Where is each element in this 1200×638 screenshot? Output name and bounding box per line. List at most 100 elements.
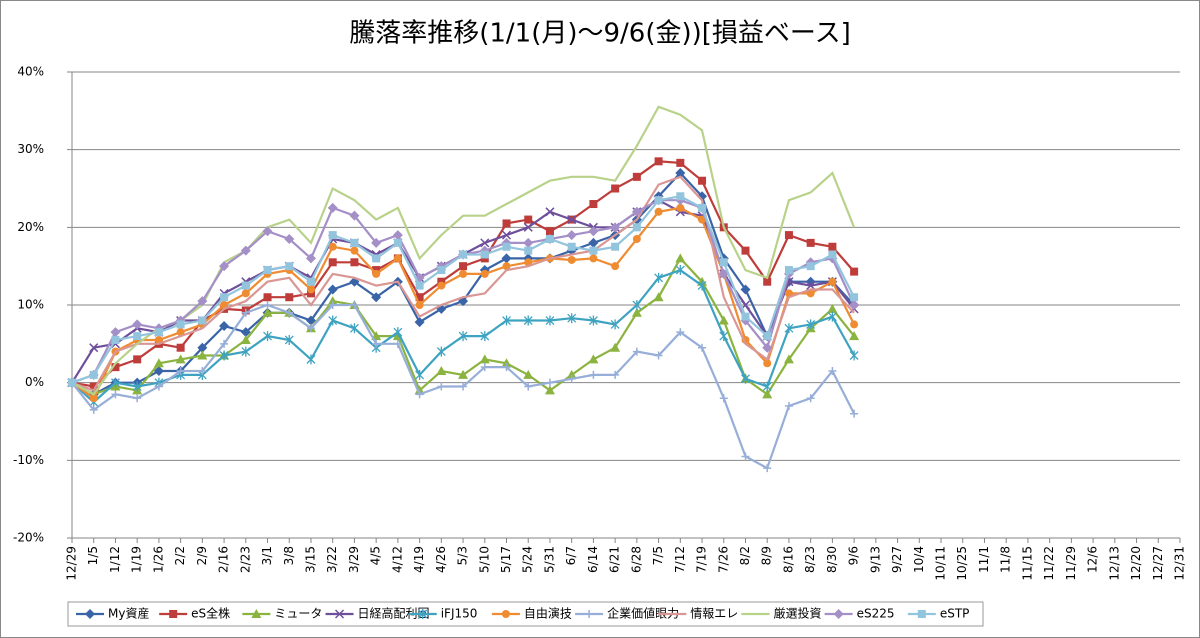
marker bbox=[524, 382, 533, 391]
x-tick-label: 12/13 bbox=[1107, 546, 1121, 581]
marker bbox=[459, 262, 468, 271]
marker bbox=[501, 358, 512, 368]
marker bbox=[350, 246, 359, 255]
marker bbox=[567, 215, 577, 225]
marker bbox=[849, 350, 859, 361]
marker bbox=[544, 385, 555, 395]
marker bbox=[763, 277, 772, 286]
marker bbox=[762, 342, 773, 353]
x-tick-label: 1/5 bbox=[86, 546, 100, 565]
marker bbox=[566, 230, 577, 241]
marker bbox=[917, 610, 926, 618]
marker bbox=[676, 192, 685, 201]
marker bbox=[545, 234, 554, 243]
x-tick-label: 1/19 bbox=[130, 546, 144, 573]
marker bbox=[850, 293, 859, 302]
marker bbox=[284, 334, 294, 345]
legend-label: 日経高配利回 bbox=[358, 606, 430, 621]
marker bbox=[828, 367, 837, 376]
x-tick-label: 11/1 bbox=[977, 546, 991, 573]
marker bbox=[654, 196, 663, 205]
marker bbox=[175, 354, 186, 364]
marker bbox=[197, 296, 208, 307]
marker bbox=[350, 301, 359, 309]
marker bbox=[89, 343, 99, 353]
marker bbox=[828, 242, 837, 251]
series bbox=[68, 192, 859, 387]
marker bbox=[111, 363, 120, 372]
x-tick-label: 12/6 bbox=[1086, 546, 1100, 573]
marker bbox=[328, 315, 338, 326]
x-tick-label: 12/20 bbox=[1129, 546, 1143, 581]
x-tick-label: 9/27 bbox=[890, 546, 904, 573]
marker bbox=[306, 277, 315, 286]
x-tick-label: 7/5 bbox=[651, 546, 665, 565]
marker bbox=[85, 609, 95, 619]
marker bbox=[523, 369, 534, 379]
marker bbox=[567, 255, 576, 264]
marker bbox=[806, 319, 816, 330]
marker bbox=[263, 331, 272, 342]
marker bbox=[133, 332, 142, 341]
marker bbox=[415, 301, 424, 309]
marker bbox=[480, 363, 489, 372]
marker bbox=[437, 266, 446, 275]
marker bbox=[632, 300, 642, 310]
marker bbox=[262, 307, 273, 317]
marker bbox=[610, 319, 620, 330]
marker bbox=[501, 253, 512, 264]
x-tick-label: 7/26 bbox=[716, 546, 730, 573]
marker bbox=[718, 315, 729, 325]
marker bbox=[305, 315, 316, 326]
marker bbox=[110, 327, 121, 338]
x-tick-label: 5/10 bbox=[477, 546, 491, 573]
x-tick-label: 11/29 bbox=[1064, 546, 1078, 581]
marker bbox=[198, 367, 207, 376]
y-tick-label: -10% bbox=[13, 453, 44, 467]
x-tick-label: 8/23 bbox=[803, 546, 817, 573]
marker bbox=[219, 320, 230, 331]
y-tick-label: 30% bbox=[17, 142, 44, 156]
x-tick-label: 4/12 bbox=[390, 546, 404, 573]
x-tick-label: 9/6 bbox=[847, 546, 861, 565]
y-tick-label: 20% bbox=[17, 220, 44, 234]
legend-label: eSTP bbox=[940, 607, 970, 621]
marker bbox=[197, 342, 208, 353]
legend-label: 企業価値眼力 bbox=[607, 606, 679, 621]
legend-label: My資産 bbox=[108, 606, 149, 621]
marker bbox=[698, 176, 707, 185]
marker bbox=[524, 215, 533, 224]
marker bbox=[524, 258, 533, 267]
marker bbox=[632, 223, 641, 232]
marker bbox=[545, 227, 554, 236]
x-tick-label: 11/22 bbox=[1042, 546, 1056, 581]
marker bbox=[154, 328, 163, 337]
marker bbox=[220, 301, 229, 309]
marker bbox=[415, 293, 424, 302]
marker bbox=[741, 312, 750, 321]
marker bbox=[502, 219, 511, 228]
marker bbox=[654, 351, 663, 360]
marker bbox=[545, 378, 554, 387]
marker bbox=[762, 381, 772, 392]
marker bbox=[676, 203, 685, 212]
marker bbox=[335, 609, 345, 619]
marker bbox=[833, 609, 844, 619]
marker bbox=[418, 609, 428, 619]
marker bbox=[480, 250, 489, 259]
x-tick-label: 12/27 bbox=[1151, 546, 1165, 581]
x-tick-label: 2/23 bbox=[238, 546, 252, 573]
marker bbox=[372, 269, 381, 278]
marker bbox=[169, 610, 178, 618]
legend-label: 情報エレ bbox=[690, 607, 738, 621]
x-tick-label: 8/16 bbox=[781, 546, 795, 573]
marker bbox=[328, 301, 337, 309]
marker bbox=[523, 222, 533, 232]
x-tick-label: 10/25 bbox=[955, 546, 969, 581]
x-tick-label: 3/29 bbox=[347, 546, 361, 573]
marker bbox=[285, 262, 294, 271]
marker bbox=[306, 324, 315, 333]
marker bbox=[676, 328, 685, 337]
marker bbox=[762, 389, 773, 399]
marker bbox=[132, 319, 143, 330]
